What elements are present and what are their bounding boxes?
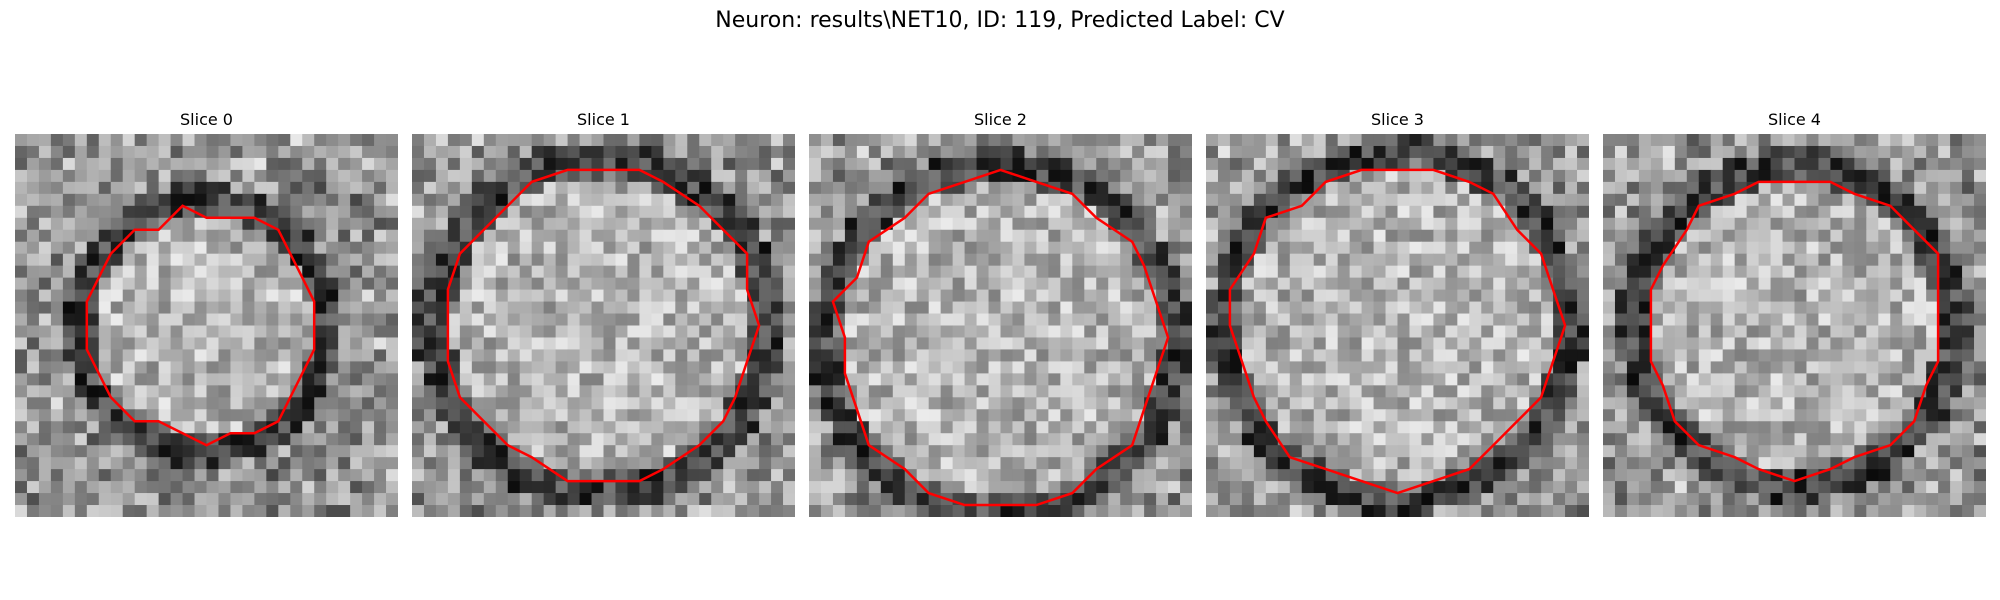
slice-image <box>1603 134 1986 517</box>
slice-image <box>412 134 795 517</box>
pixel-grid <box>412 134 795 517</box>
segmentation-contour <box>85 204 316 447</box>
figure-title: Neuron: results\NET10, ID: 119, Predicte… <box>715 8 1285 33</box>
slice-title: Slice 4 <box>1768 110 1821 129</box>
slice-title: Slice 1 <box>577 110 630 129</box>
segmentation-contour <box>1228 168 1567 495</box>
slice-panel-2: Slice 2 <box>809 108 1192 517</box>
pixel-grid <box>809 134 1192 517</box>
segmentation-contour <box>446 168 761 483</box>
slice-image <box>809 134 1192 517</box>
slice-image <box>1206 134 1589 517</box>
slice-panel-3: Slice 3 <box>1206 108 1589 517</box>
segmentation-contour <box>1649 180 1940 483</box>
pixel-grid <box>1603 134 1986 517</box>
slice-title: Slice 2 <box>974 110 1027 129</box>
pixel-grid <box>15 134 398 517</box>
slice-title: Slice 0 <box>180 110 233 129</box>
slice-panel-4: Slice 4 <box>1603 108 1986 517</box>
slice-image <box>15 134 398 517</box>
segmentation-contour <box>831 168 1170 507</box>
pixel-grid <box>1206 134 1589 517</box>
slice-title: Slice 3 <box>1371 110 1424 129</box>
slice-panel-1: Slice 1 <box>412 108 795 517</box>
slice-panel-0: Slice 0 <box>15 108 398 517</box>
